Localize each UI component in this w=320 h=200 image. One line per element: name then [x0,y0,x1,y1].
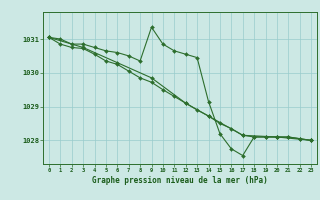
X-axis label: Graphe pression niveau de la mer (hPa): Graphe pression niveau de la mer (hPa) [92,176,268,185]
